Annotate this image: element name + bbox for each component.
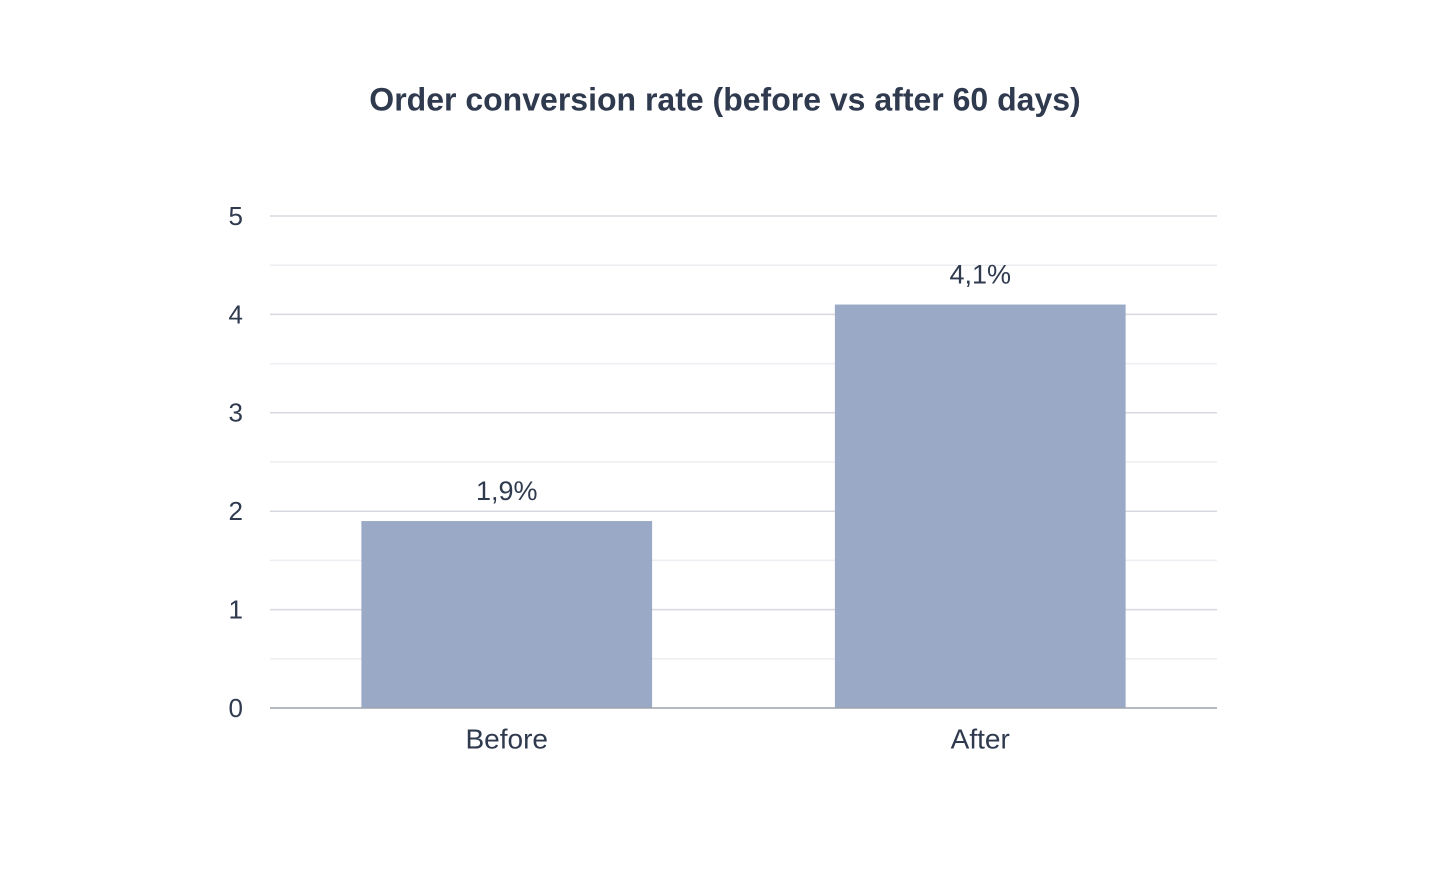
y-tick-label: 2 <box>229 496 243 526</box>
y-tick-label: 1 <box>229 594 243 624</box>
y-tick-label: 5 <box>229 201 243 231</box>
y-tick-label: 3 <box>229 398 243 428</box>
x-tick-label: Before <box>466 723 549 754</box>
x-tick-label: After <box>951 723 1010 754</box>
chart-title: Order conversion rate (before vs after 6… <box>369 81 1080 117</box>
bar <box>361 521 653 708</box>
value-label: 4,1% <box>949 260 1011 290</box>
bar <box>834 304 1126 708</box>
y-tick-label: 0 <box>229 693 243 723</box>
value-label: 1,9% <box>476 476 538 506</box>
y-tick-label: 4 <box>229 299 243 329</box>
